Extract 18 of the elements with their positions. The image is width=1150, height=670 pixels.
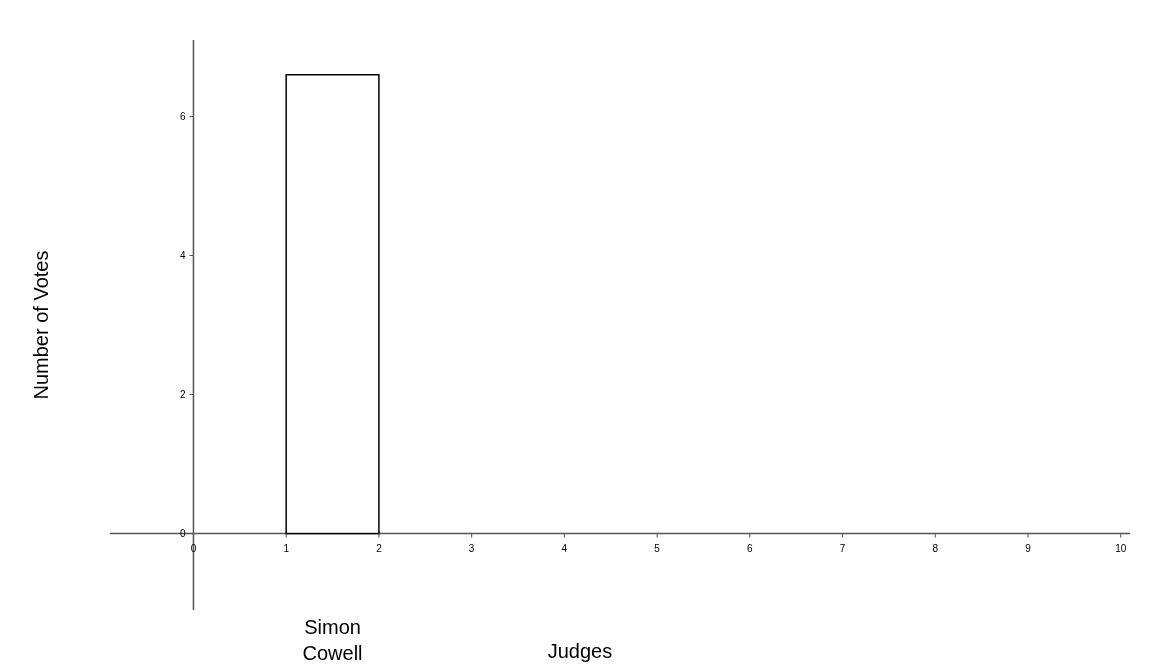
y-tick-label: 0	[179, 528, 186, 540]
x-tick-label: 3	[468, 542, 475, 554]
y-tick-label: 4	[179, 249, 186, 261]
x-tick-label: 6	[747, 542, 754, 554]
x-tick-label: 4	[561, 542, 568, 554]
y-tick-label: 6	[179, 110, 186, 122]
x-tick-label: 9	[1025, 542, 1032, 554]
y-axis-title: Number of Votes	[30, 250, 52, 400]
x-axis-title: Judges	[547, 640, 613, 662]
x-tick-label: 2	[376, 542, 383, 554]
x-tick-label: 0	[190, 542, 197, 554]
y-tick-label: 2	[179, 389, 186, 401]
x-tick-label: 1	[283, 542, 290, 554]
x-tick-label: 10	[1115, 542, 1127, 554]
x-tick-label: 5	[654, 542, 661, 554]
x-tick-label: 8	[932, 542, 939, 554]
text: Simon Cowell	[302, 616, 363, 664]
x-tick-label: 7	[839, 542, 846, 554]
